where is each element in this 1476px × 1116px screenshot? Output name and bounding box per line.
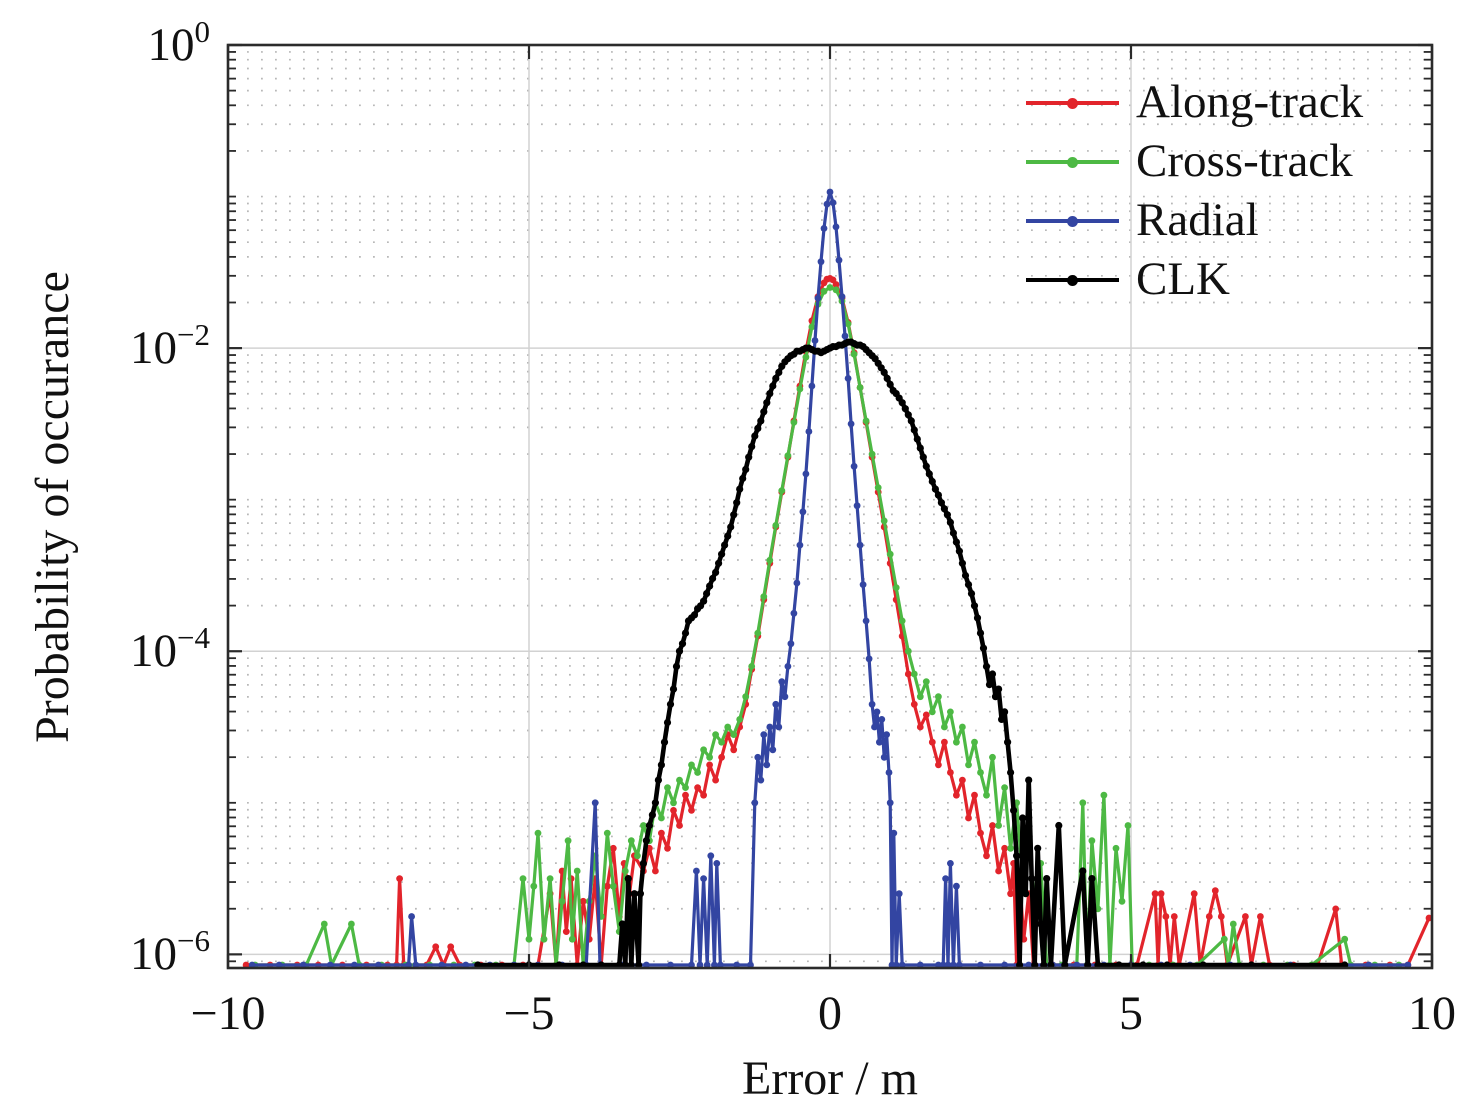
y-tick-label: 100 — [147, 14, 211, 71]
x-tick-label: 0 — [818, 987, 842, 1040]
x-axis-title: Error / m — [742, 1052, 918, 1105]
legend-label: CLK — [1136, 253, 1230, 305]
legend-line-icon — [1026, 96, 1119, 110]
legend-label: Radial — [1136, 194, 1259, 246]
y-tick-label: 10−6 — [130, 923, 210, 981]
x-tick-label: −5 — [503, 987, 555, 1040]
series-markers-along-track — [242, 275, 1432, 968]
x-tick-label: −10 — [190, 987, 266, 1040]
legend-item-along-track: Along-track — [1026, 73, 1363, 132]
y-tick-label: 10−2 — [130, 317, 210, 375]
legend-item-clk: CLK — [1026, 250, 1363, 309]
legend-label: Cross-track — [1136, 135, 1353, 187]
legend-line-icon — [1026, 214, 1119, 228]
y-tick-label: 10−4 — [130, 620, 210, 678]
legend-item-cross-track: Cross-track — [1026, 132, 1363, 191]
series-line-along-track — [244, 276, 1431, 967]
legend-line-icon — [1026, 273, 1119, 287]
legend-label: Along-track — [1136, 76, 1364, 128]
axis-ticks — [226, 43, 1434, 968]
series-group — [242, 188, 1432, 968]
legend-line-icon — [1026, 155, 1119, 169]
series-markers-cross-track — [251, 284, 1403, 968]
x-tick-label: 10 — [1408, 987, 1456, 1040]
y-axis-title: Probability of occurance — [26, 271, 79, 743]
x-tick-label: 5 — [1119, 987, 1143, 1040]
series-line-clk — [475, 339, 1347, 968]
series-markers-clk — [474, 338, 1349, 968]
legend-item-radial: Radial — [1026, 191, 1363, 250]
legend: Along-track Cross-track Radial CLK — [1026, 73, 1363, 309]
